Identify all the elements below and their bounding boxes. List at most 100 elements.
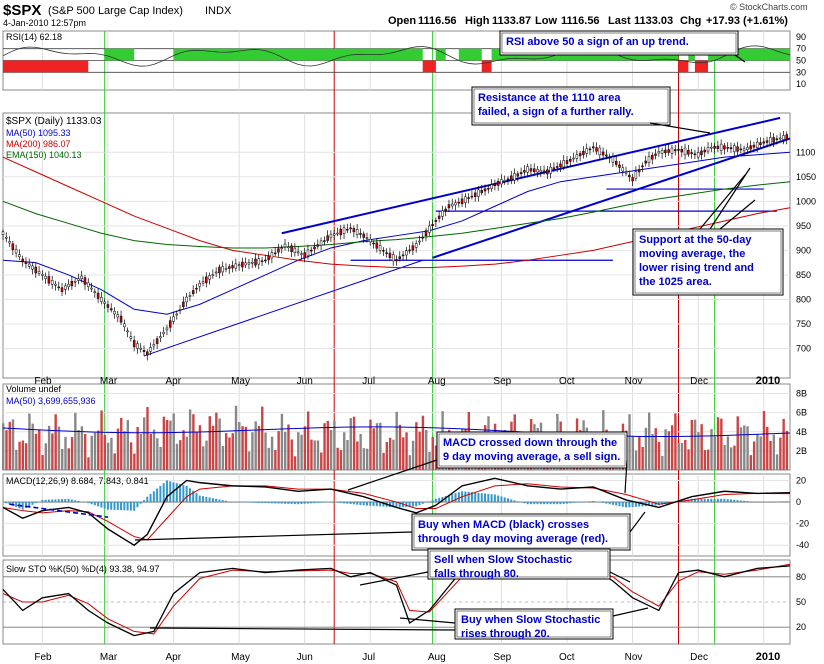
- price-candle: [142, 350, 146, 352]
- price-candle: [267, 255, 270, 261]
- macd-histogram-bar: [87, 502, 90, 504]
- price-candle: [621, 167, 625, 172]
- volume-bar: [198, 425, 202, 470]
- macd-histogram-bar: [120, 502, 123, 511]
- macd-histogram-bar: [356, 502, 359, 505]
- price-candle: [241, 261, 244, 268]
- sto-buy-note-text: Buy when Slow Stochastic: [461, 614, 600, 626]
- macd-histogram-bar: [139, 502, 142, 504]
- macd-histogram-bar: [146, 496, 149, 503]
- ma200-legend: MA(200) 986.07: [6, 139, 71, 149]
- low-value: 1116.56: [561, 15, 600, 27]
- volume-bar: [379, 422, 382, 470]
- volume-bar: [329, 430, 333, 470]
- price-candle: [575, 154, 579, 159]
- volume-bar: [703, 450, 707, 470]
- price-candle: [569, 158, 572, 162]
- price-candle: [31, 265, 34, 270]
- volume-bar: [664, 429, 667, 470]
- volume-bar: [418, 431, 421, 470]
- volume-bar: [690, 419, 694, 470]
- price-candle: [60, 287, 64, 292]
- macd-histogram-bar: [300, 502, 303, 504]
- price-candle: [624, 171, 628, 174]
- month-label-bottom: Apr: [166, 652, 182, 663]
- price-candle: [290, 245, 293, 252]
- macd-tick-label: 20: [796, 475, 806, 485]
- macd-histogram-bar: [202, 496, 205, 503]
- macd-histogram-bar: [61, 499, 64, 503]
- price-candle: [201, 281, 205, 284]
- macd-histogram-bar: [205, 496, 208, 503]
- volume-bar: [405, 432, 408, 470]
- price-tick-label: 800: [796, 294, 811, 304]
- price-candle: [457, 201, 461, 204]
- macd-histogram-bar: [690, 498, 693, 503]
- price-candle: [172, 316, 175, 322]
- price-candle: [431, 224, 434, 227]
- price-candle: [546, 169, 549, 175]
- volume-bar: [306, 411, 310, 470]
- price-candle: [100, 297, 103, 302]
- volume-bar: [185, 436, 189, 470]
- price-candle: [47, 276, 51, 284]
- macd-histogram-bar: [395, 502, 398, 508]
- volume-bar: [195, 432, 198, 470]
- macd-histogram-bar: [723, 498, 726, 503]
- price-candle: [588, 148, 592, 151]
- price-candle: [188, 295, 192, 297]
- price-candle: [765, 140, 769, 143]
- volume-bar: [165, 419, 169, 470]
- macd-histogram-bar: [608, 502, 611, 505]
- volume-bar: [372, 428, 375, 470]
- macd-histogram-bar: [739, 500, 742, 503]
- macd-histogram-bar: [362, 502, 365, 506]
- macd-histogram-bar: [103, 502, 106, 509]
- price-candle: [109, 308, 113, 311]
- volume-bar: [18, 441, 21, 470]
- price-candle: [542, 170, 546, 173]
- macd-histogram-bar: [697, 498, 700, 503]
- chg-label: Chg: [680, 15, 701, 27]
- macd-histogram-bar: [746, 501, 749, 503]
- volume-bar: [221, 445, 225, 470]
- sto-buy-arrow: [399, 617, 456, 624]
- macd-histogram-bar: [533, 502, 536, 505]
- volume-bar: [651, 433, 654, 470]
- macd-histogram-bar: [192, 490, 195, 503]
- volume-bar: [775, 454, 779, 470]
- resistance-note-text: failed, a sign of a further rally.: [478, 106, 634, 118]
- macd-histogram-bar: [47, 499, 50, 503]
- price-candle: [651, 154, 654, 160]
- volume-bar: [179, 440, 182, 470]
- price-candle: [293, 247, 297, 253]
- volume-bar: [97, 430, 100, 470]
- price-candle: [680, 149, 684, 153]
- macd-histogram-bar: [710, 498, 713, 503]
- volume-bar: [218, 418, 221, 470]
- price-candle: [388, 252, 392, 258]
- price-candle: [149, 347, 152, 352]
- volume-bar: [231, 433, 234, 470]
- macd-histogram-bar: [634, 502, 637, 507]
- volume-bar: [631, 436, 634, 470]
- macd-histogram-bar: [615, 502, 618, 506]
- price-candle: [696, 152, 700, 158]
- volume-bar: [425, 429, 428, 470]
- price-candle: [73, 280, 77, 283]
- price-candle: [332, 233, 336, 236]
- month-label: Sep: [493, 376, 511, 387]
- price-candle: [700, 150, 703, 156]
- volume-bar: [175, 443, 179, 470]
- macd-histogram-bar: [457, 492, 460, 503]
- volume-bar: [41, 455, 44, 470]
- price-tick-label: 1100: [796, 147, 815, 157]
- price-candle: [103, 301, 106, 304]
- price-candle: [369, 238, 372, 243]
- volume-bar: [661, 455, 664, 470]
- volume-bar: [752, 441, 756, 470]
- macd-histogram-bar: [546, 502, 549, 505]
- month-label: Oct: [559, 376, 575, 387]
- volume-bar: [710, 429, 713, 470]
- macd-histogram-bar: [493, 494, 496, 503]
